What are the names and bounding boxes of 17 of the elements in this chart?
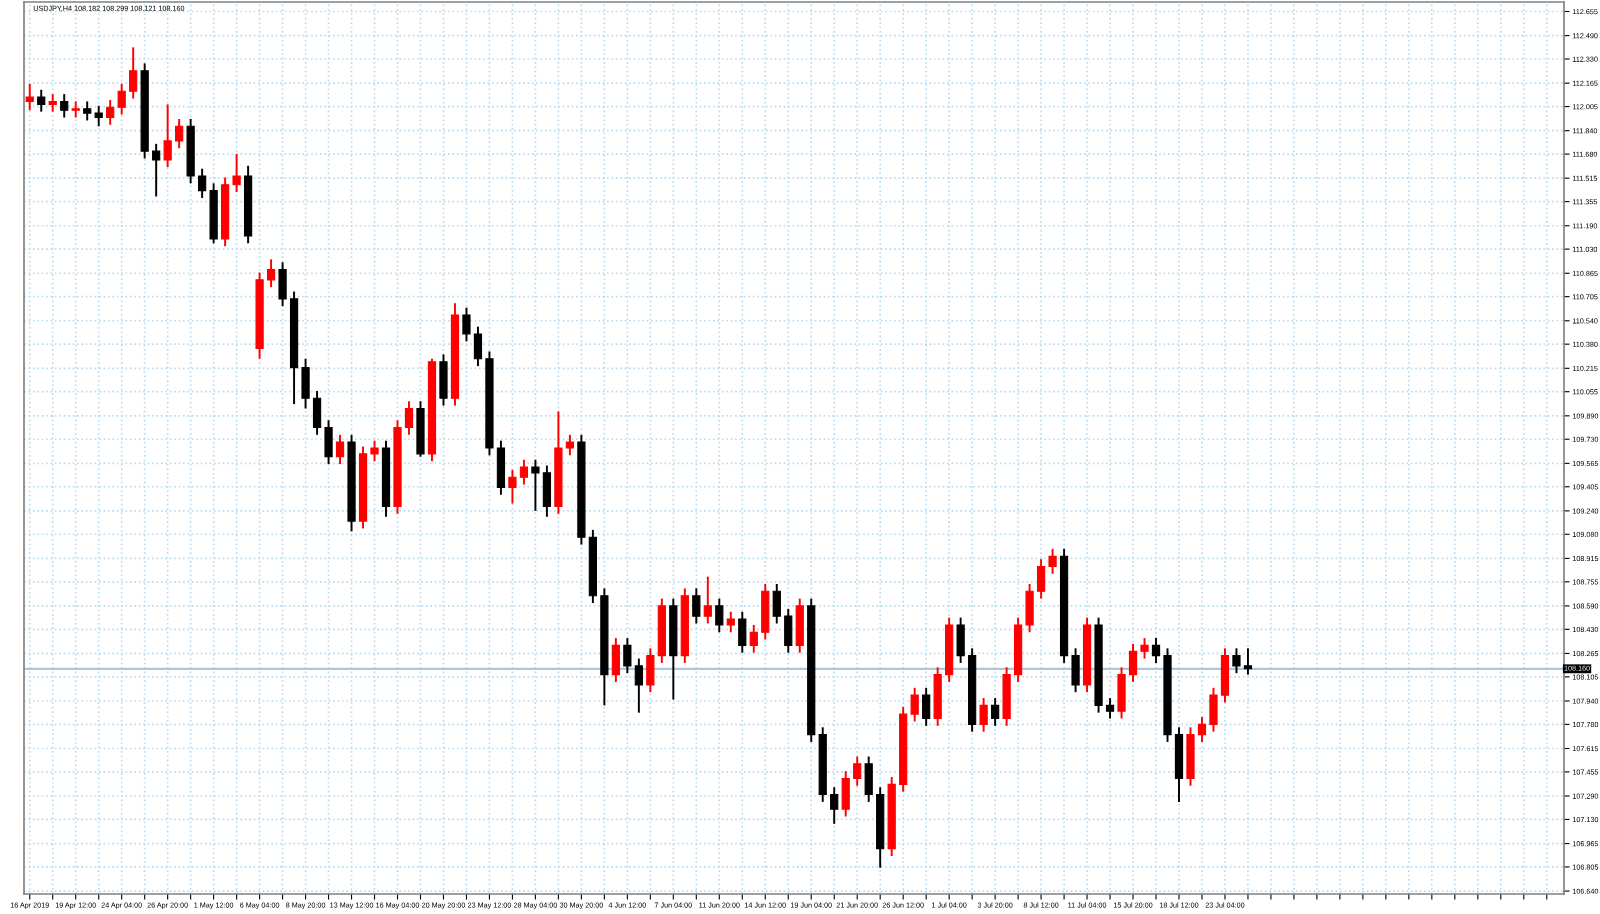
candlestick [692, 587, 701, 625]
candlestick [795, 597, 804, 654]
candlestick [71, 100, 80, 119]
candlestick [703, 575, 712, 625]
candlestick [611, 637, 620, 683]
candlestick [25, 82, 34, 112]
candlestick [60, 93, 69, 119]
candlestick [416, 400, 425, 458]
candlestick [738, 610, 747, 654]
candlestick [715, 597, 724, 634]
candlestick [991, 697, 1000, 727]
candlestick [979, 697, 988, 733]
candlestick [335, 433, 345, 466]
candlestick [726, 610, 735, 634]
candlestick [37, 88, 46, 113]
candlestick [439, 353, 448, 407]
candlestick [922, 686, 931, 727]
